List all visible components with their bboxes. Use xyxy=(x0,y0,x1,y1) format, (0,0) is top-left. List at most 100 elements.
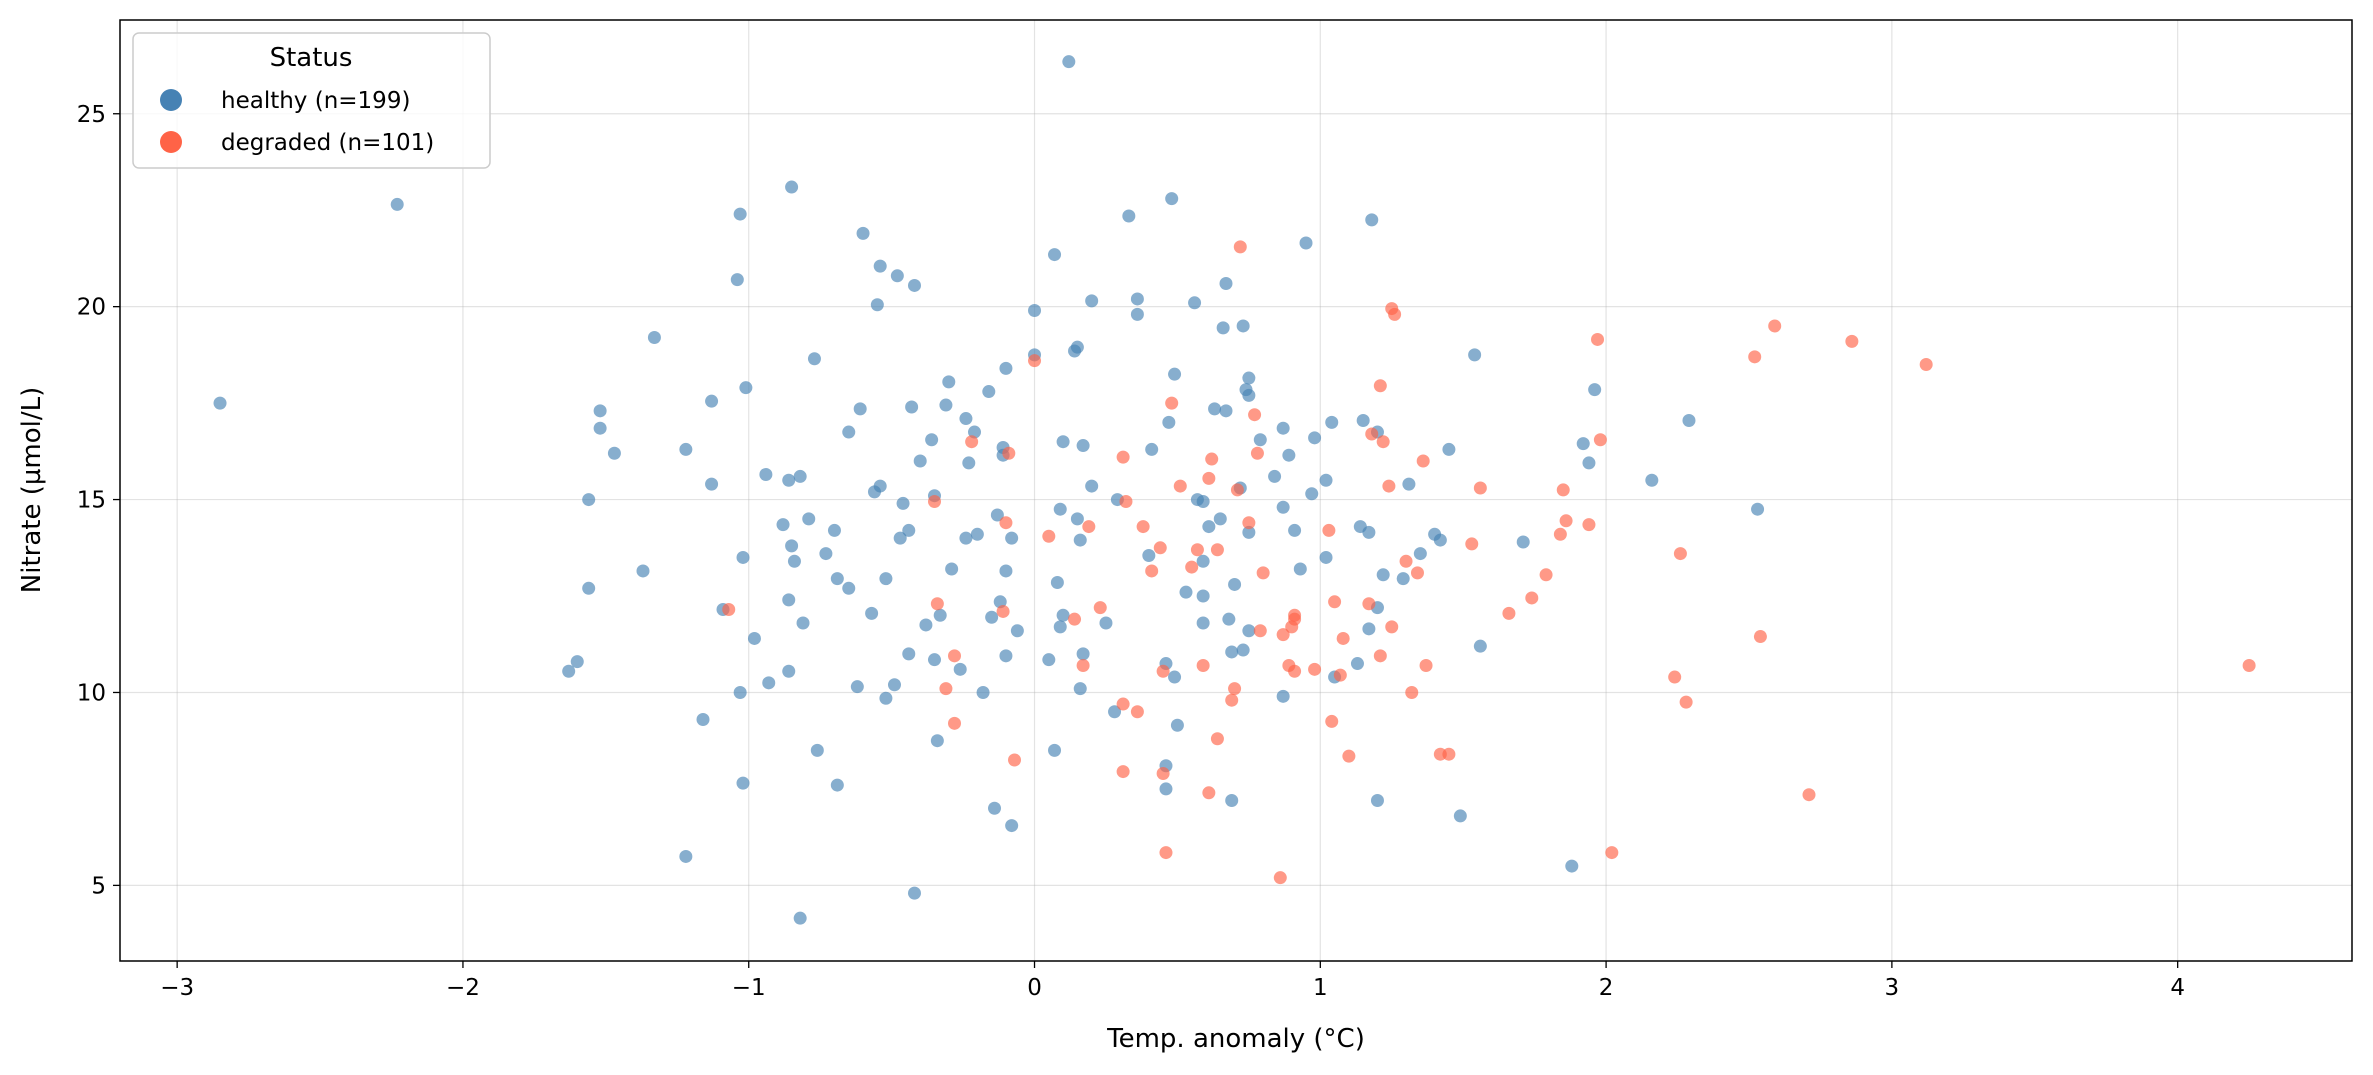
point-healthy xyxy=(1202,520,1216,534)
point-healthy xyxy=(1062,55,1076,69)
point-healthy xyxy=(999,564,1013,578)
axis-ticks: −3 −2 −1 0 1 2 3 4 5 10 15 20 25 xyxy=(77,102,2185,1001)
point-healthy xyxy=(1516,535,1530,549)
point-healthy xyxy=(782,593,796,607)
point-degraded xyxy=(1190,543,1204,557)
point-healthy xyxy=(607,446,621,460)
x-tick-label: −3 xyxy=(160,975,194,1001)
point-healthy xyxy=(1165,192,1179,206)
point-healthy xyxy=(982,385,996,399)
point-healthy xyxy=(902,523,916,537)
point-healthy xyxy=(1056,608,1070,622)
point-degraded xyxy=(1342,749,1356,763)
point-healthy xyxy=(942,375,956,389)
point-healthy xyxy=(907,278,921,292)
x-tick-label: 4 xyxy=(2170,975,2185,1001)
point-healthy xyxy=(873,479,887,493)
point-healthy xyxy=(990,508,1004,522)
point-healthy xyxy=(939,398,953,412)
point-healthy xyxy=(1305,487,1319,501)
point-healthy xyxy=(893,531,907,545)
point-degraded xyxy=(1582,518,1596,532)
point-healthy xyxy=(739,381,753,395)
point-healthy xyxy=(887,678,901,692)
point-healthy xyxy=(1145,442,1159,456)
point-healthy xyxy=(1268,469,1282,483)
point-degraded xyxy=(939,682,953,696)
point-healthy xyxy=(1162,415,1176,429)
point-healthy xyxy=(1076,647,1090,661)
point-degraded xyxy=(1322,523,1336,537)
point-degraded xyxy=(1362,597,1376,611)
point-healthy xyxy=(1299,236,1313,250)
point-healthy xyxy=(1028,304,1042,318)
point-healthy xyxy=(679,849,693,863)
point-healthy xyxy=(1588,383,1602,397)
point-healthy xyxy=(976,685,990,699)
point-degraded xyxy=(1228,682,1242,696)
point-healthy xyxy=(796,616,810,630)
point-degraded xyxy=(1385,620,1399,634)
point-degraded xyxy=(1442,747,1456,761)
point-degraded xyxy=(722,603,736,617)
point-healthy xyxy=(1168,367,1182,381)
x-axis-label: Temp. anomaly (°C) xyxy=(1106,1024,1365,1054)
point-degraded xyxy=(1130,705,1144,719)
point-degraded xyxy=(1845,334,1859,348)
point-healthy xyxy=(970,527,984,541)
point-degraded xyxy=(1042,529,1056,543)
point-degraded xyxy=(1082,520,1096,534)
point-degraded xyxy=(1668,670,1682,684)
point-healthy xyxy=(213,396,227,410)
point-degraded xyxy=(1233,240,1247,254)
point-healthy xyxy=(1168,670,1182,684)
point-healthy xyxy=(1213,512,1227,526)
point-healthy xyxy=(870,298,884,312)
y-tick-label: 20 xyxy=(77,295,106,321)
point-degraded xyxy=(927,494,941,508)
point-degraded xyxy=(1473,481,1487,495)
point-healthy xyxy=(1070,512,1084,526)
point-healthy xyxy=(1219,277,1233,291)
point-healthy xyxy=(1236,319,1250,333)
point-healthy xyxy=(736,776,750,790)
point-healthy xyxy=(1751,502,1765,516)
point-degraded xyxy=(1273,871,1287,885)
point-degraded xyxy=(1202,471,1216,485)
y-tick-label: 5 xyxy=(91,873,106,899)
point-degraded xyxy=(1373,379,1387,393)
point-healthy xyxy=(865,606,879,620)
point-healthy xyxy=(1376,568,1390,582)
point-healthy xyxy=(730,273,744,287)
point-degraded xyxy=(1202,786,1216,800)
point-degraded xyxy=(996,604,1010,618)
point-healthy xyxy=(1073,533,1087,547)
point-healthy xyxy=(787,554,801,568)
point-healthy xyxy=(905,400,919,414)
point-healthy xyxy=(562,664,576,678)
point-healthy xyxy=(1276,689,1290,703)
point-healthy xyxy=(733,207,747,221)
point-healthy xyxy=(1142,549,1156,563)
point-degraded xyxy=(1373,649,1387,663)
point-degraded xyxy=(1525,591,1539,605)
point-degraded xyxy=(1028,354,1042,368)
point-healthy xyxy=(1085,294,1099,308)
point-healthy xyxy=(1362,525,1376,539)
point-healthy xyxy=(1225,794,1239,808)
point-healthy xyxy=(1130,292,1144,306)
point-healthy xyxy=(925,433,939,447)
point-degraded xyxy=(1376,435,1390,449)
point-healthy xyxy=(582,493,596,507)
point-healthy xyxy=(1473,639,1487,653)
point-healthy xyxy=(1076,439,1090,453)
point-degraded xyxy=(1250,446,1264,460)
point-degraded xyxy=(947,716,961,730)
x-tick-label: 3 xyxy=(1885,975,1900,1001)
point-healthy xyxy=(1582,456,1596,470)
point-degraded xyxy=(1748,350,1762,364)
point-degraded xyxy=(1165,396,1179,410)
y-tick-label: 25 xyxy=(77,102,106,128)
point-healthy xyxy=(999,649,1013,663)
